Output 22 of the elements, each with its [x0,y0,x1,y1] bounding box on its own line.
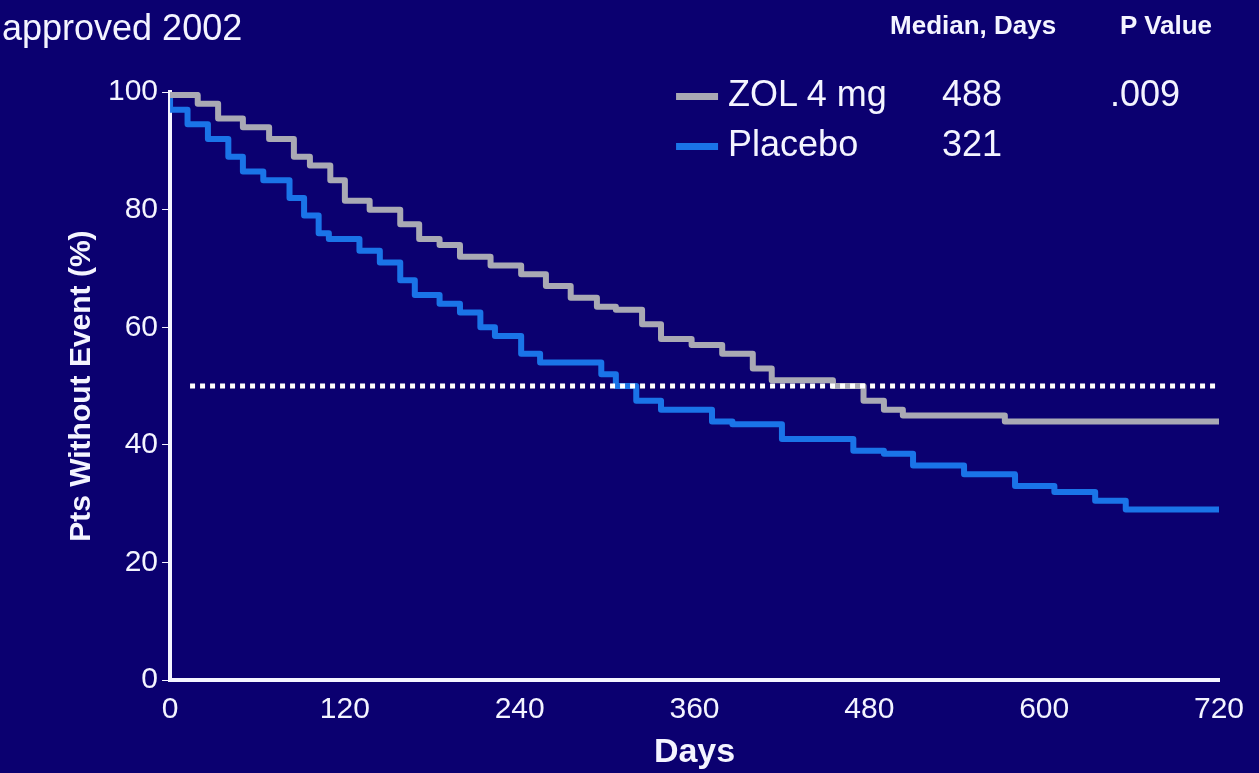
x-tick-label: 600 [1019,691,1070,725]
y-tick-label: 40 [124,426,159,460]
annotation: 321 [942,122,1003,164]
y-tick-label: 0 [141,661,159,695]
legend-label: ZOL 4 mg [728,72,887,114]
text: P Value [1120,10,1213,41]
x-tick-label: 360 [669,691,720,725]
y-tick-label: 60 [124,308,159,342]
x-tick-label: 480 [844,691,895,725]
y-tick-label: 100 [107,73,159,107]
y-tick-label: 20 [124,543,159,577]
legend-label: Placebo [728,122,859,164]
x-tick-label: 240 [494,691,545,725]
text: Median, Days [890,10,1057,41]
x-tick-label: 720 [1193,691,1245,725]
x-axis-title: Days [653,730,736,769]
annotation: 488 [942,72,1003,114]
x-tick-label: 120 [319,691,370,725]
chart-title: approved 2002 [2,7,243,48]
y-tick-label: 80 [124,190,159,224]
y-axis-title: Pts Without Event (%) [63,230,97,542]
annotation: .009 [1110,72,1181,114]
